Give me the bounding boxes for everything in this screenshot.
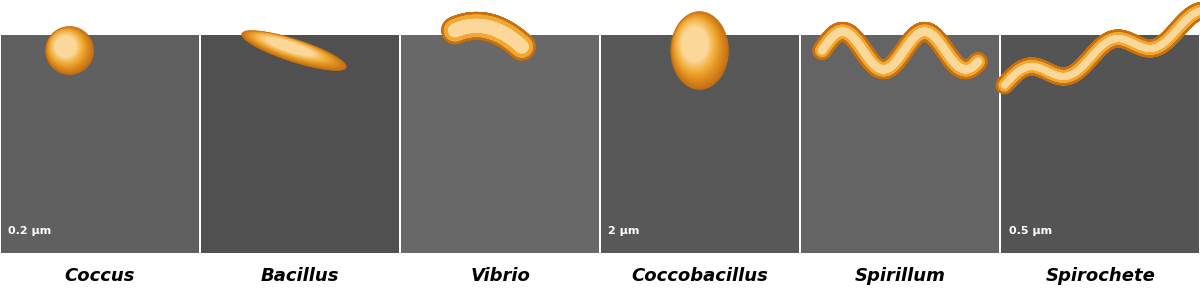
Text: Bacillus: Bacillus xyxy=(260,267,340,285)
Bar xyxy=(200,35,398,253)
Ellipse shape xyxy=(262,36,318,58)
Ellipse shape xyxy=(263,37,316,57)
Ellipse shape xyxy=(264,37,314,56)
Ellipse shape xyxy=(672,13,725,84)
Ellipse shape xyxy=(266,38,313,56)
Ellipse shape xyxy=(46,27,92,73)
Ellipse shape xyxy=(673,15,720,77)
Ellipse shape xyxy=(672,13,724,82)
Ellipse shape xyxy=(677,19,714,70)
Ellipse shape xyxy=(246,31,338,67)
Ellipse shape xyxy=(54,35,77,58)
Ellipse shape xyxy=(50,31,83,63)
Ellipse shape xyxy=(49,30,84,64)
Text: Coccobacillus: Coccobacillus xyxy=(631,267,768,285)
Ellipse shape xyxy=(242,31,344,70)
Ellipse shape xyxy=(259,35,320,59)
Ellipse shape xyxy=(252,33,329,62)
Ellipse shape xyxy=(254,34,325,61)
Ellipse shape xyxy=(250,32,332,64)
Ellipse shape xyxy=(679,22,712,66)
Text: Spirochete: Spirochete xyxy=(1045,267,1156,285)
Ellipse shape xyxy=(673,14,722,81)
Ellipse shape xyxy=(53,34,78,59)
Ellipse shape xyxy=(678,21,712,68)
Ellipse shape xyxy=(671,12,727,88)
Ellipse shape xyxy=(251,33,331,63)
Bar xyxy=(802,35,998,253)
Ellipse shape xyxy=(46,27,91,72)
Ellipse shape xyxy=(52,32,80,61)
Ellipse shape xyxy=(256,34,324,60)
Text: Spirillum: Spirillum xyxy=(854,267,946,285)
Bar xyxy=(600,35,799,253)
Ellipse shape xyxy=(676,18,715,72)
Text: 0.2 μm: 0.2 μm xyxy=(8,226,52,236)
Ellipse shape xyxy=(257,35,323,59)
Ellipse shape xyxy=(682,27,708,62)
Bar xyxy=(1,35,199,253)
Ellipse shape xyxy=(50,32,80,62)
Ellipse shape xyxy=(677,20,713,69)
Ellipse shape xyxy=(244,31,342,68)
Text: 2 μm: 2 μm xyxy=(607,226,640,236)
Ellipse shape xyxy=(676,18,716,73)
Bar xyxy=(1001,35,1200,253)
Text: 0.5 μm: 0.5 μm xyxy=(1008,226,1051,236)
Ellipse shape xyxy=(260,36,319,58)
Bar xyxy=(401,35,600,253)
Ellipse shape xyxy=(48,29,85,66)
Ellipse shape xyxy=(47,27,90,71)
Ellipse shape xyxy=(674,16,719,76)
Ellipse shape xyxy=(48,29,86,67)
Ellipse shape xyxy=(46,26,94,74)
Ellipse shape xyxy=(679,23,710,65)
Ellipse shape xyxy=(241,31,347,70)
Ellipse shape xyxy=(672,13,726,86)
Ellipse shape xyxy=(673,15,721,79)
Ellipse shape xyxy=(47,28,89,70)
Ellipse shape xyxy=(47,28,88,69)
Ellipse shape xyxy=(245,31,341,68)
Text: Coccus: Coccus xyxy=(65,267,134,285)
Ellipse shape xyxy=(49,30,84,65)
Ellipse shape xyxy=(247,32,336,66)
Ellipse shape xyxy=(680,24,709,64)
Ellipse shape xyxy=(54,34,78,59)
Ellipse shape xyxy=(671,12,728,89)
Ellipse shape xyxy=(50,31,82,63)
Ellipse shape xyxy=(253,33,328,62)
Ellipse shape xyxy=(48,29,88,68)
Ellipse shape xyxy=(248,32,335,65)
Ellipse shape xyxy=(55,36,77,57)
Ellipse shape xyxy=(52,33,79,60)
Ellipse shape xyxy=(674,17,718,74)
Ellipse shape xyxy=(682,26,709,63)
Text: Vibrio: Vibrio xyxy=(470,267,530,285)
